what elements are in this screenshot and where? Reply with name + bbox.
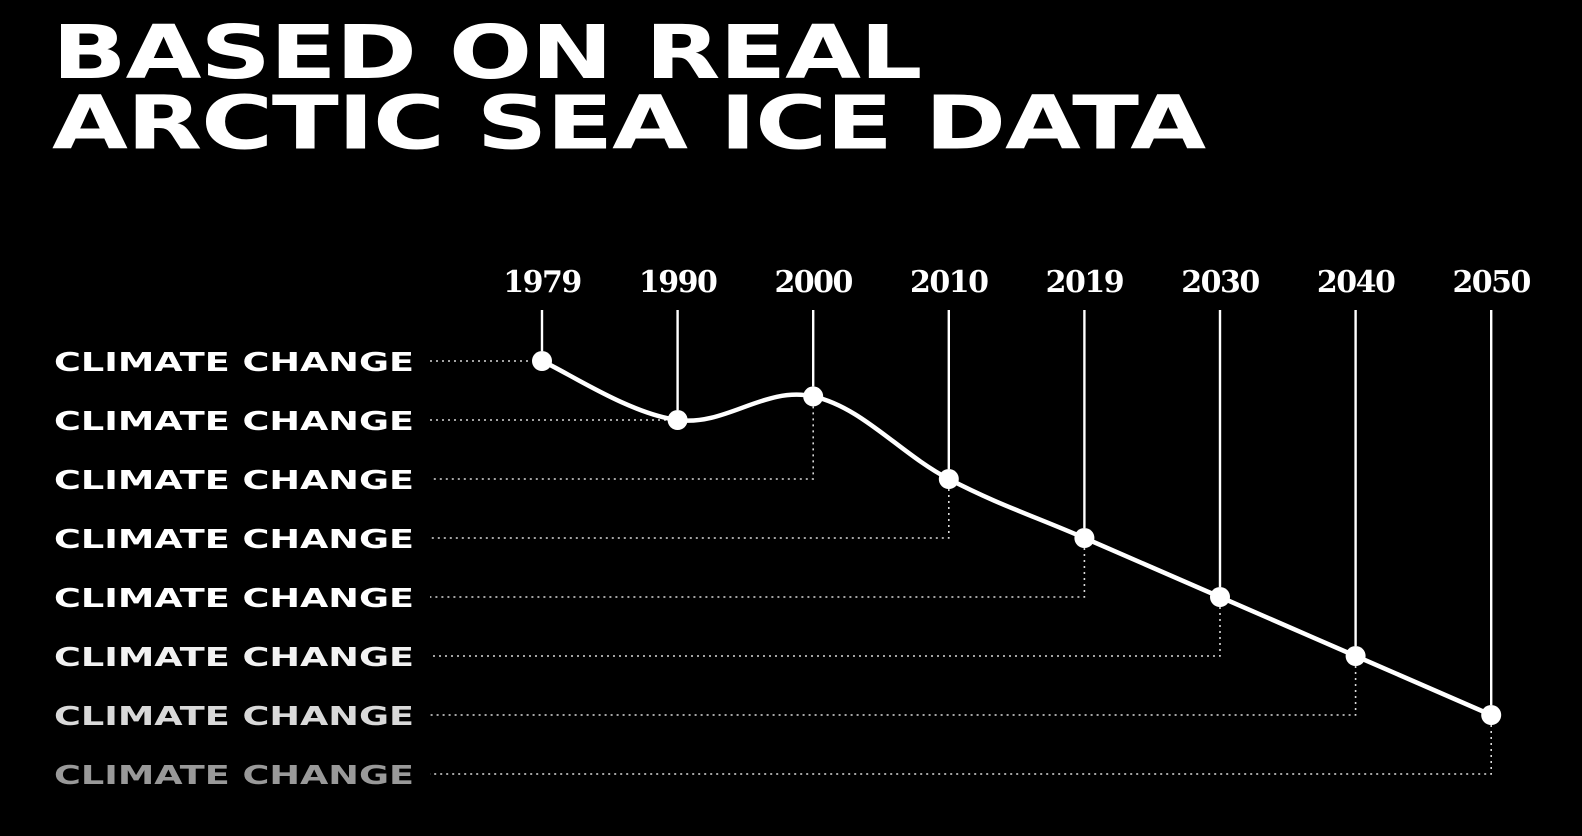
year-label-2010: 2010 [910,265,988,300]
data-point-1979 [532,351,552,371]
data-points [532,351,1502,725]
row-label-7: CLIMATE CHANGE [54,702,414,732]
row-label-8: CLIMATE CHANGE [54,761,414,791]
series-line [539,358,1494,718]
row-label-6: CLIMATE CHANGE [54,643,414,673]
year-label-2000: 2000 [774,265,852,300]
year-stems [540,310,1493,705]
year-label-2050: 2050 [1452,265,1530,300]
data-point-2019 [1074,528,1095,548]
data-point-2040 [1345,646,1366,666]
page-title-line-2: ARCTIC SEA ICE DATA [52,80,1206,167]
guide-line-2010 [430,489,950,539]
guide-line-2050 [430,725,1492,775]
year-label-2030: 2030 [1181,265,1259,300]
year-label-1979: 1979 [503,265,581,300]
page-title-line-1: BASED ON REAL [52,10,922,97]
year-label-2040: 2040 [1317,265,1395,300]
guide-line-2030 [430,607,1221,657]
data-point-2010 [938,469,959,489]
year-label-2019: 2019 [1046,265,1124,300]
page-title: BASED ON REAL ARCTIC SEA ICE DATA [52,10,1206,167]
row-label-5: CLIMATE CHANGE [54,584,414,614]
guide-line-2040 [430,666,1357,716]
row-labels: CLIMATE CHANGE CLIMATE CHANGE CLIMATE CHAN… [54,348,414,791]
series-line-path [539,358,1494,718]
row-label-4: CLIMATE CHANGE [54,525,414,555]
row-label-1: CLIMATE CHANGE [54,348,414,378]
data-point-1990 [667,410,688,430]
row-label-3: CLIMATE CHANGE [54,466,414,496]
data-point-2000 [803,386,824,407]
guide-lines [430,360,1492,775]
year-label-1990: 1990 [639,265,717,300]
data-point-2030 [1210,587,1230,607]
data-point-2050 [1481,705,1502,725]
year-axis-labels: 1979 1990 2000 2010 2019 2030 2040 2050 [503,265,1532,300]
row-label-2: CLIMATE CHANGE [54,407,414,437]
guide-line-2000 [430,406,814,480]
guide-line-2019 [430,548,1086,598]
